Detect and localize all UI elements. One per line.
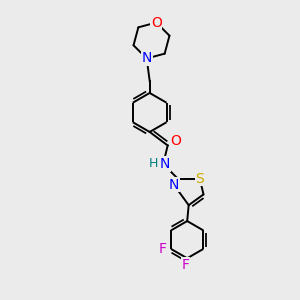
Text: S: S [195, 172, 204, 185]
Text: O: O [151, 16, 162, 29]
Text: N: N [169, 178, 179, 192]
Text: H: H [149, 157, 158, 170]
Text: N: N [142, 52, 152, 65]
Text: F: F [159, 242, 167, 256]
Text: F: F [182, 258, 190, 272]
Text: N: N [160, 157, 170, 171]
Text: O: O [171, 134, 182, 148]
